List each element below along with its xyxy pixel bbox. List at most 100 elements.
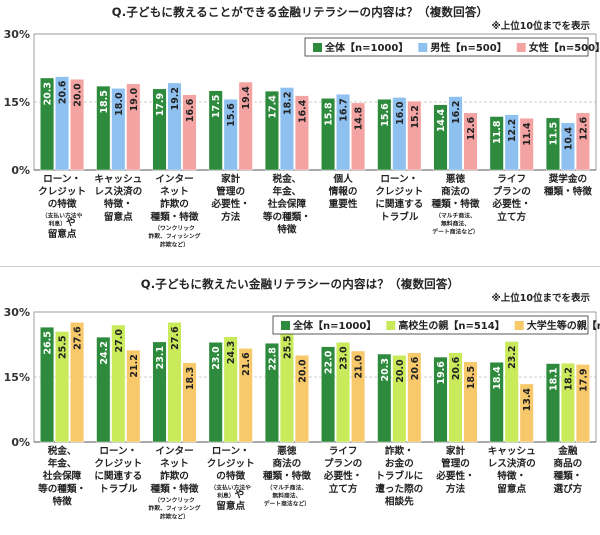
x-tick-label: 悪徳 [277,445,297,457]
x-tick-label: 特徴 [53,495,73,507]
x-tick-label: 留意点 [216,500,245,512]
data-label: 18.3 [185,367,196,390]
bar [519,118,534,171]
data-label: 25.5 [282,336,293,359]
x-tick-label: レス決済の [94,186,142,198]
bar [560,362,575,443]
legend-swatch [386,321,396,330]
x-tick-label: 等の種類・ [37,483,86,495]
bar [489,362,504,443]
chart-panel-want-to-teach: Q.子どもに教えたい金融リテラシーの内容は？（複数回答） ※上位10位までを表示… [0,272,600,535]
legend-label: 全体【n=1000】 [324,41,408,54]
bar [433,104,448,171]
x-tick-label: 必要性・ [323,470,362,482]
data-label: 19.2 [170,87,181,110]
x-tick-label: 管理の [216,186,245,198]
legend-label: 高校生の親【n=514】 [398,319,504,332]
data-label: 20.0 [297,359,308,383]
data-label: 12.6 [578,117,589,141]
data-label: 12.6 [466,117,477,141]
bar [448,96,463,171]
data-label: 20.3 [43,82,54,105]
data-label: 20.6 [451,356,462,380]
x-tick-label: 遭った際の [375,483,423,495]
bar [223,99,238,171]
bar [55,76,70,171]
x-tick-label: キャッシュ [94,174,142,185]
x-tick-label: インター [155,173,193,185]
bar [70,322,85,443]
x-tick-label: 必要性・ [492,198,531,210]
data-label: 18.2 [563,367,574,390]
x-tick-label: 税金、 [273,173,302,185]
bar [40,326,55,443]
data-label: 18.1 [548,368,559,391]
legend-label: 男性【n=500】 [430,41,506,54]
x-tick-label: 種類・特徴 [151,483,199,495]
data-label: 24.2 [99,341,110,364]
x-tick-label: トラブル [380,211,419,223]
x-tick-label: 等の種類・ [262,211,311,223]
x-tick-label: ローン・ [212,446,250,457]
x-tick-label: 種類・ [554,470,583,482]
x-tick-label: 重要性 [329,198,358,210]
bar [392,97,407,171]
bar [407,352,422,443]
legend-swatch [313,43,322,52]
data-label: 15.2 [410,105,421,128]
x-tick-label: 詐欺の [160,198,189,210]
data-label: 20.6 [58,80,69,104]
data-label: 16.7 [339,98,350,121]
chart-note: ※上位10位までを表示 [491,293,590,304]
x-tick-label: 種類・特徴 [151,211,199,223]
bar [55,331,70,443]
x-tick-label: 家計 [446,445,466,457]
data-label: 15.6 [380,103,391,127]
bar [392,355,407,443]
data-label: 15.6 [226,103,237,127]
data-label: 20.0 [395,359,406,383]
x-tick-label-note: 詐欺など） [160,240,189,248]
bar [223,336,238,443]
bar [208,342,223,443]
bar [519,383,534,443]
data-label: 16.2 [451,101,462,124]
bar [294,355,309,443]
x-tick-label: 悪徳 [446,173,466,185]
x-tick-label: お金の [385,458,414,470]
data-label: 18.4 [492,366,503,390]
bar [96,85,111,171]
legend-label: 女性【n=500】 [529,41,600,54]
x-tick-label: 相談先 [385,495,414,507]
data-label: 20.6 [410,356,421,380]
x-tick-label-note: 詐欺など） [160,512,189,520]
bar [504,114,519,171]
x-tick-label: 年金、 [48,458,77,470]
y-tick-label: 30% [4,306,30,319]
bar [463,361,478,443]
data-label: 23.1 [155,346,166,369]
bar [40,77,55,171]
x-tick-label: 商法の [273,458,302,470]
bar [238,81,253,171]
x-tick-label: プランの [493,186,531,198]
data-label: 27.0 [114,329,125,353]
bar-chart-can-teach: 0% 15% 30% 20.3 20.6 20.0 ローン・クレジットの特徴（支払い方法や利… [4,28,600,248]
data-label: 14.8 [354,107,365,131]
x-tick-label-note: （ワンクリック [154,224,195,232]
bar [351,102,366,171]
x-tick-label-note: 詐欺、フィッシング [148,232,200,240]
chart-note: ※上位10位までを表示 [491,21,590,32]
x-tick-label: 方法 [446,483,466,495]
x-tick-label-note: デート商法など） [264,500,310,508]
x-tick-label-note: （支払い方法や [42,211,83,219]
data-label: 21.6 [241,352,252,376]
data-label: 20.3 [380,358,391,381]
x-tick-label: 個人 [333,173,354,185]
x-tick-label: 金融 [557,445,578,457]
x-tick-label: ネット [160,187,189,198]
bar [504,341,519,443]
legend: 全体【n=1000】 男性【n=500】 女性【n=500】 [304,37,600,57]
x-tick-label-note: 無料商法、 [441,220,470,228]
x-tick-label: 留意点 [104,211,133,223]
